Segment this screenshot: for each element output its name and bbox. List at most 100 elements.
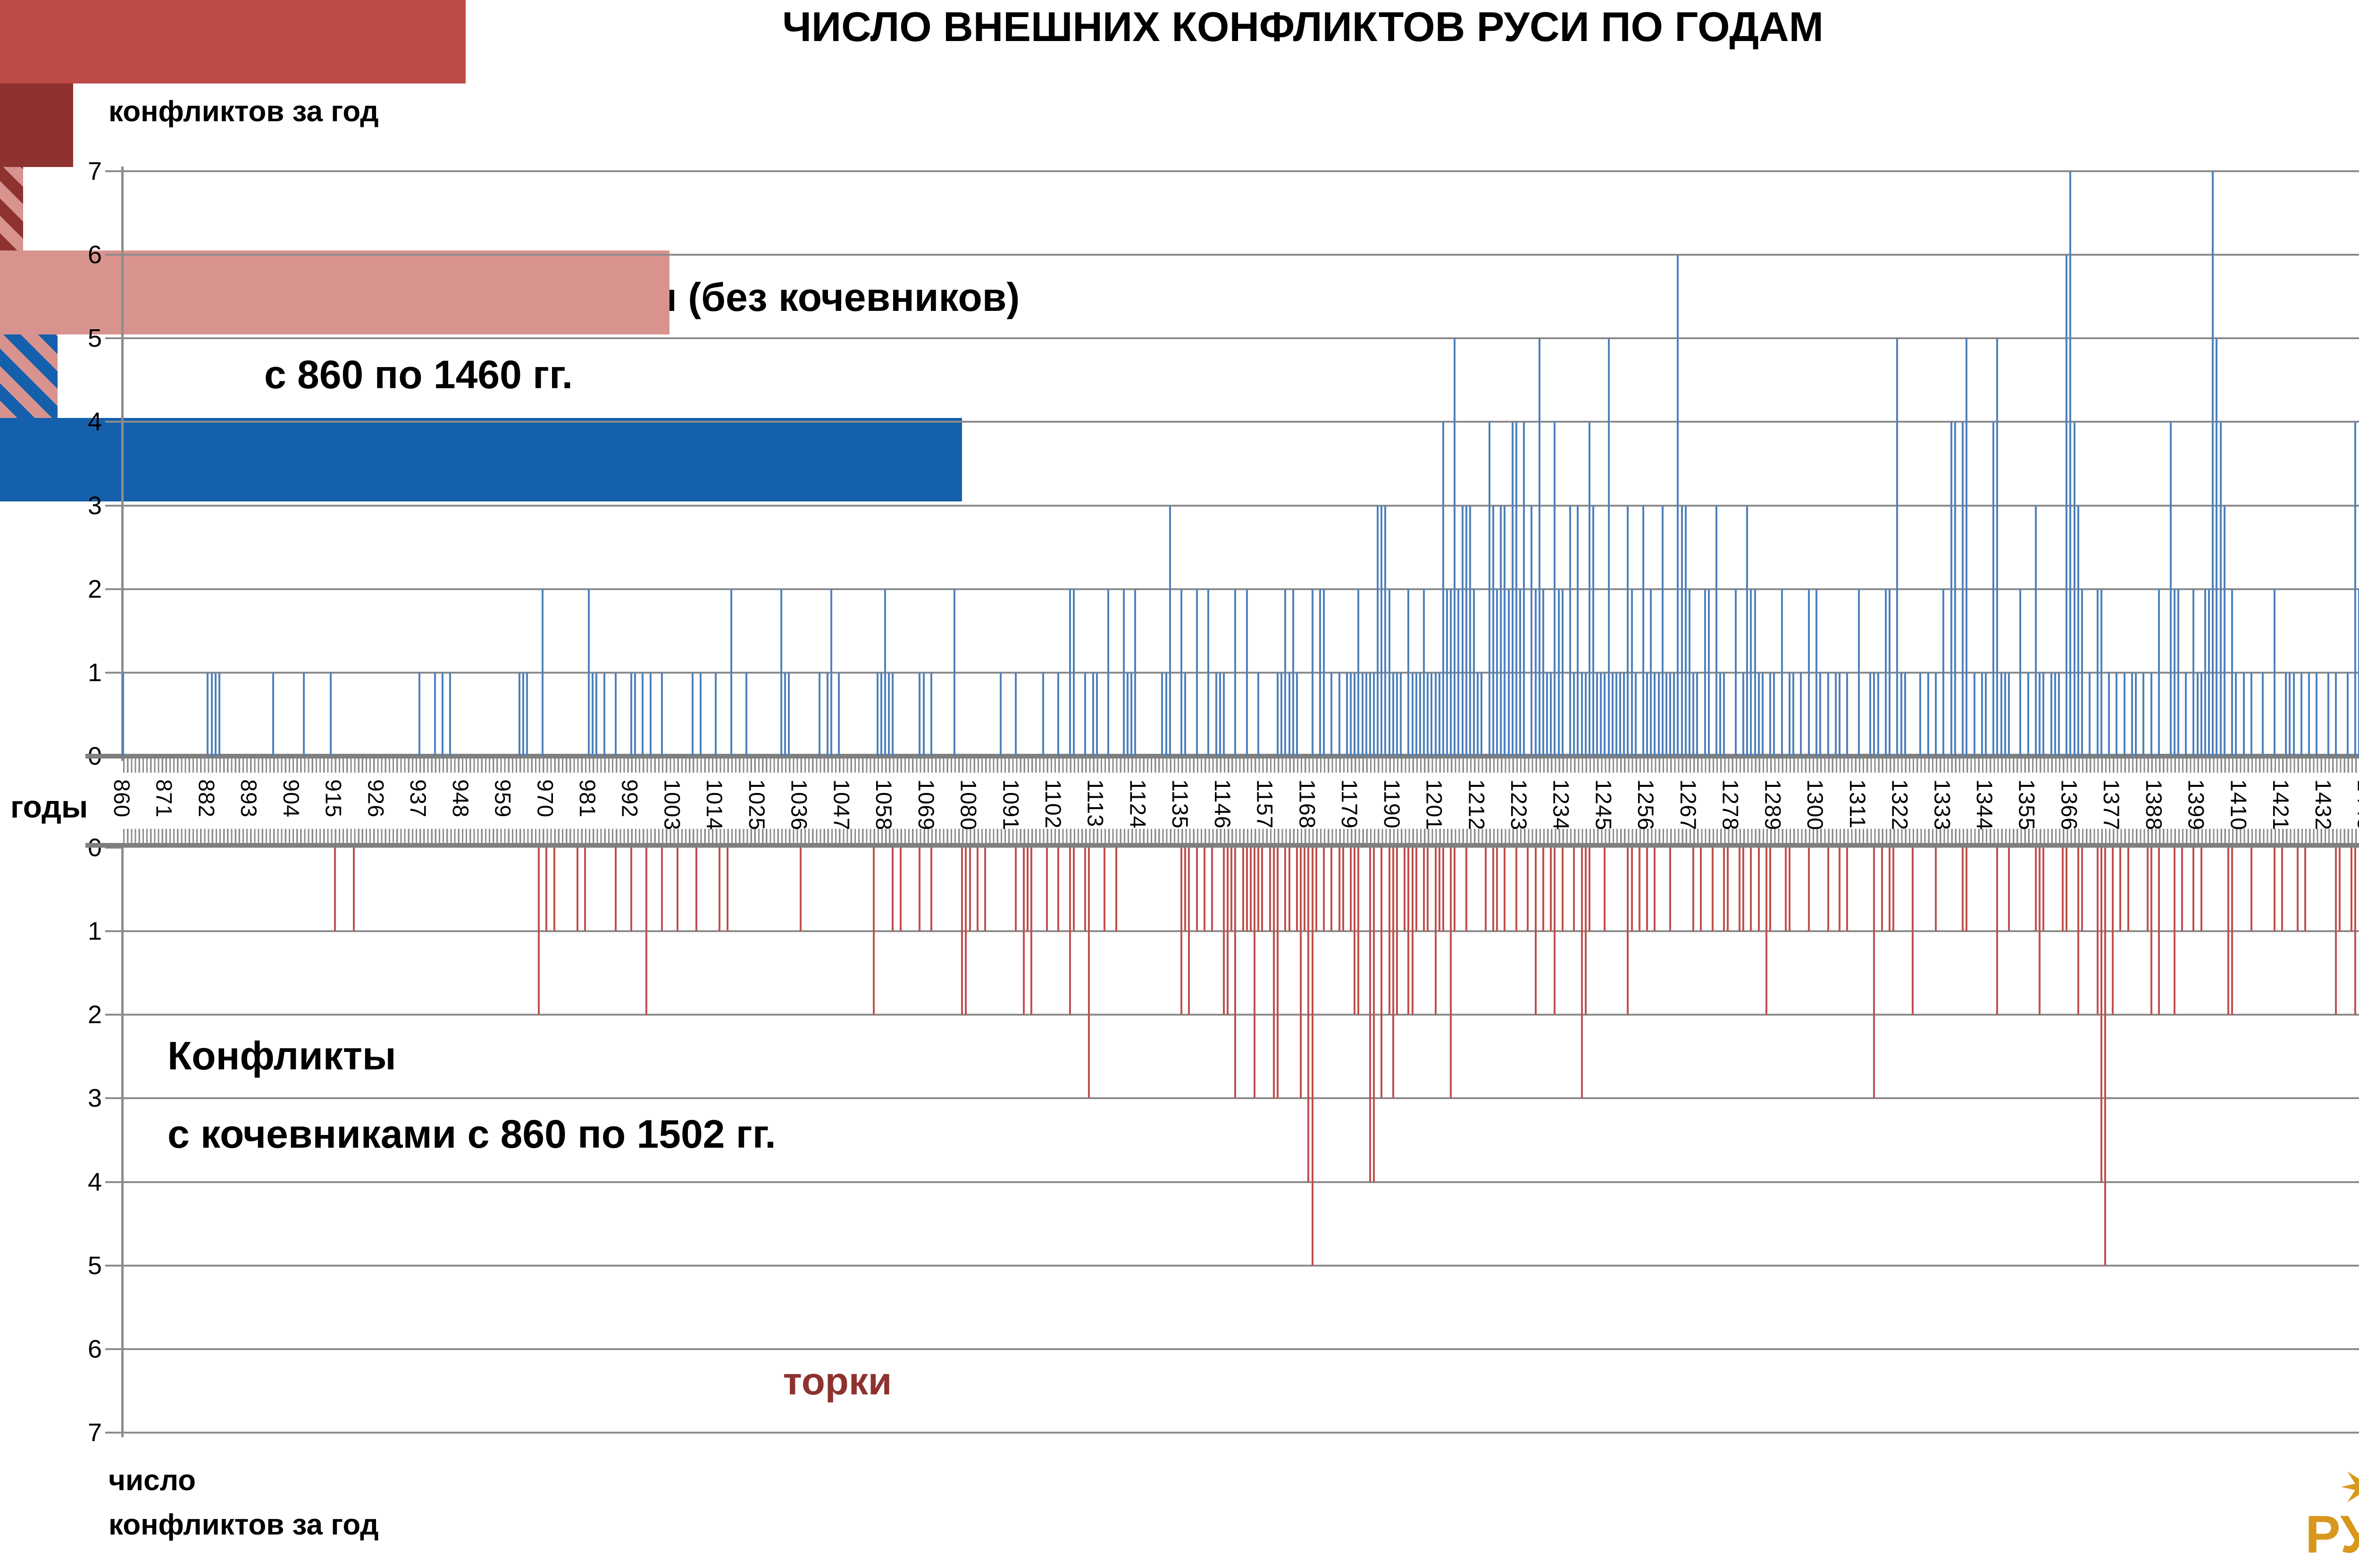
bar-external_conflicts_without_nomads-1424 — [2292, 672, 2295, 756]
bar-conflicts_with_nomads-1194 — [1407, 848, 1410, 1015]
bar-external_conflicts_without_nomads-1160 — [1277, 672, 1279, 756]
bar-external_conflicts_without_nomads-1113 — [1096, 672, 1098, 756]
gridline — [123, 170, 2359, 173]
bar-external_conflicts_without_nomads-1210 — [1469, 505, 1471, 756]
bar-external_conflicts_without_nomads-1403 — [2212, 171, 2214, 756]
bar-external_conflicts_without_nomads-1208 — [1461, 505, 1464, 756]
bar-external_conflicts_without_nomads-1260 — [1661, 505, 1664, 756]
x-axis-year-label: 1014 — [702, 779, 728, 831]
x-axis-year-label: 1190 — [1379, 779, 1405, 829]
bar-external_conflicts_without_nomads-1283 — [1750, 589, 1752, 756]
bar-external_conflicts_without_nomads-1057 — [880, 672, 882, 756]
bar-external_conflicts_without_nomads-1059 — [888, 672, 890, 756]
bar-external_conflicts_without_nomads-1194 — [1407, 589, 1410, 756]
band-polovtsy — [0, 250, 670, 334]
bar-conflicts_with_nomads-1202 — [1438, 848, 1440, 932]
bar-external_conflicts_without_nomads-1339 — [1966, 338, 1968, 756]
bar-external_conflicts_without_nomads-1389 — [2158, 589, 2160, 756]
bar-external_conflicts_without_nomads-1411 — [2242, 672, 2245, 756]
bar-conflicts_with_nomads-1096 — [1030, 848, 1033, 1015]
bar-external_conflicts_without_nomads-1257 — [1650, 589, 1652, 756]
band-hatch1 — [0, 167, 23, 251]
bar-external_conflicts_without_nomads-1293 — [1788, 672, 1790, 756]
x-axis-year-label: 1080 — [956, 779, 981, 831]
x-axis-year-label: 1289 — [1760, 779, 1786, 831]
bar-external_conflicts_without_nomads-1398 — [2192, 589, 2195, 756]
bar-external_conflicts_without_nomads-1205 — [1450, 589, 1452, 756]
bar-external_conflicts_without_nomads-1135 — [1180, 589, 1183, 756]
bar-conflicts_with_nomads-1107 — [1072, 848, 1075, 932]
bar-external_conflicts_without_nomads-1385 — [2142, 672, 2145, 756]
bar-external_conflicts_without_nomads-1308 — [1846, 672, 1849, 756]
bar-conflicts_with_nomads-1395 — [2181, 848, 2183, 932]
bar-external_conflicts_without_nomads-1300 — [1815, 589, 1818, 756]
x-axis-year-label: 882 — [194, 779, 219, 818]
bar-external_conflicts_without_nomads-1237 — [1573, 672, 1575, 756]
bar-conflicts_with_nomads-1237 — [1573, 848, 1575, 932]
bar-conflicts_with_nomads-1315 — [1873, 848, 1875, 1099]
bar-external_conflicts_without_nomads-941 — [434, 672, 436, 756]
bar-external_conflicts_without_nomads-1348 — [2000, 672, 2002, 756]
bar-conflicts_with_nomads-1303 — [1827, 848, 1829, 932]
bar-conflicts_with_nomads-1094 — [1022, 848, 1025, 1015]
bar-conflicts_with_nomads-1153 — [1250, 848, 1252, 932]
bar-external_conflicts_without_nomads-1405 — [2219, 422, 2222, 756]
bar-external_conflicts_without_nomads-1400 — [2200, 672, 2202, 756]
bar-conflicts_with_nomads-1154 — [1254, 848, 1256, 1099]
y-axis-tick — [105, 930, 123, 933]
bar-external_conflicts_without_nomads-1404 — [2216, 338, 2218, 756]
bar-external_conflicts_without_nomads-1046 — [838, 672, 840, 756]
bar-conflicts_with_nomads-1281 — [1742, 848, 1745, 932]
x-axis-year-label: 1113 — [1083, 779, 1108, 827]
bar-external_conflicts_without_nomads-1232 — [1554, 422, 1556, 756]
bar-conflicts_with_nomads-1285 — [1757, 848, 1760, 932]
gridline — [123, 1181, 2359, 1183]
bar-external_conflicts_without_nomads-1311 — [1857, 589, 1860, 756]
bar-conflicts_with_nomads-1234 — [1561, 848, 1564, 932]
y-axis-tick-label: 3 — [87, 491, 102, 520]
x-axis-year-label: 1168 — [1295, 779, 1320, 829]
gridline — [123, 1014, 2359, 1016]
x-axis-year-label: 948 — [448, 779, 473, 818]
bar-external_conflicts_without_nomads-1266 — [1684, 505, 1687, 756]
bar-external_conflicts_without_nomads-1236 — [1569, 505, 1572, 756]
y-axis-tick — [105, 170, 123, 173]
bar-conflicts_with_nomads-1198 — [1423, 848, 1425, 932]
bar-external_conflicts_without_nomads-1289 — [1773, 672, 1775, 756]
bar-external_conflicts_without_nomads-1112 — [1092, 672, 1094, 756]
bar-conflicts_with_nomads-1400 — [2200, 848, 2202, 932]
bar-external_conflicts_without_nomads-1176 — [1338, 672, 1340, 756]
bar-conflicts_with_nomads-1004 — [676, 848, 678, 932]
bar-external_conflicts_without_nomads-1179 — [1350, 672, 1352, 756]
y-axis-tick — [105, 421, 123, 423]
bar-external_conflicts_without_nomads-1238 — [1577, 505, 1579, 756]
x-axis-year-label: 1036 — [786, 779, 812, 831]
bar-external_conflicts_without_nomads-963 — [519, 672, 521, 756]
bar-external_conflicts_without_nomads-1315 — [1873, 672, 1875, 756]
y-axis-tick-label: 6 — [87, 1334, 102, 1363]
x-axis-year-label: 1377 — [2099, 779, 2125, 831]
bar-external_conflicts_without_nomads-1230 — [1546, 672, 1548, 756]
y-axis-line — [121, 167, 124, 761]
y-axis-tick-label: 6 — [87, 241, 102, 269]
bar-external_conflicts_without_nomads-860 — [122, 672, 124, 756]
runivers-logo: РУНИВЕРС — [2305, 1505, 2359, 1564]
bar-external_conflicts_without_nomads-1274 — [1715, 505, 1717, 756]
bar-conflicts_with_nomads-1292 — [1784, 848, 1787, 932]
bar-external_conflicts_without_nomads-1305 — [1834, 672, 1837, 756]
bar-conflicts_with_nomads-1377 — [2112, 848, 2114, 1015]
bar-external_conflicts_without_nomads-1306 — [1839, 672, 1841, 756]
bar-conflicts_with_nomads-1203 — [1442, 848, 1444, 932]
y-axis-tick-label: 3 — [87, 1084, 102, 1113]
bar-external_conflicts_without_nomads-1327 — [1919, 672, 1922, 756]
bar-external_conflicts_without_nomads-982 — [592, 672, 594, 756]
bar-external_conflicts_without_nomads-1275 — [1719, 672, 1722, 756]
bar-external_conflicts_without_nomads-1031 — [780, 589, 782, 756]
bar-conflicts_with_nomads-1232 — [1554, 848, 1556, 1015]
bar-external_conflicts_without_nomads-1365 — [2066, 255, 2068, 756]
y-axis-caption-bottom-line2: конфликтов за год — [109, 1509, 379, 1541]
x-axis-year-label: 1410 — [2226, 779, 2251, 831]
bar-external_conflicts_without_nomads-1123 — [1134, 589, 1137, 756]
bar-conflicts_with_nomads-1320 — [1892, 848, 1895, 932]
bar-external_conflicts_without_nomads-1359 — [2042, 672, 2045, 756]
